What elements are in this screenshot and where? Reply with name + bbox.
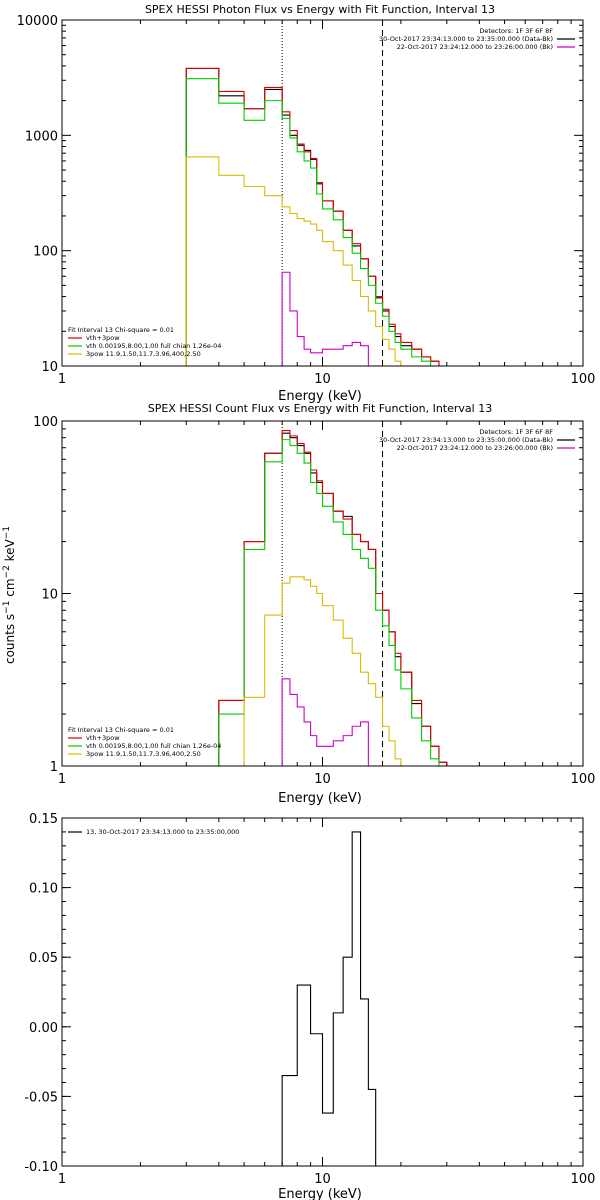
legend-entry: vth+3pow (86, 734, 120, 742)
series-3-histogram (185, 156, 412, 367)
y-tick-label: 0.10 (29, 882, 58, 897)
series-0-histogram (281, 831, 377, 1166)
residuals-plot-frame (61, 817, 584, 1167)
y-tick-label: 10 (41, 588, 58, 603)
y-tick-label: 100 (33, 415, 58, 430)
y-tick-label: -0.05 (24, 1090, 58, 1105)
legend-entry: 22-Oct-2017 23:24:12.000 to 23:26:00.000… (397, 43, 553, 51)
x-tick-label: 100 (571, 772, 596, 787)
residuals-panel: Energy (keV) 1 10 100 -0.10 -0.05 0.00 0.05 0.1… (24, 812, 595, 1200)
x-tick-label: 10 (314, 372, 331, 387)
legend-entry: 30-Oct-2017 23:34:13.000 to 23:35:00.000… (379, 35, 553, 43)
series-2-histogram (185, 78, 447, 367)
legend-entry: vth+3pow (86, 334, 120, 342)
count-flux-ylabel: counts s−1 cm−2 keV−1 (2, 526, 17, 664)
photon-flux-plot-frame (61, 19, 584, 367)
x-tick-label: 100 (571, 372, 596, 387)
legend-entry: 13, 30-Oct-2017 23:34:13.000 to 23:35:00… (86, 828, 239, 836)
series-0-histogram (218, 432, 455, 767)
photon-flux-title: SPEX HESSI Photon Flux vs Energy with Fi… (145, 3, 495, 16)
series-3-histogram (218, 576, 402, 767)
residuals-axis-ticks: 1 10 100 -0.10 -0.05 0.00 0.05 0.10 0.15 (24, 812, 595, 1187)
count-flux-series (218, 421, 455, 767)
legend-entry: vth 0.00195,8.00,1.00 full chian 1.26e-0… (86, 342, 221, 350)
legend-entry: vth 0.00195,8.00,1.00 full chian 1.26e-0… (86, 742, 221, 750)
residuals-series (281, 831, 377, 1166)
y-tick-label: 100 (33, 245, 58, 260)
residuals-xlabel: Energy (keV) (278, 1187, 362, 1200)
series-0-histogram (185, 67, 447, 367)
legend-entry: 3pow 11.9,1.50,11.7,3.96,400,2.50 (86, 750, 201, 758)
photon-flux-panel: SPEX HESSI Photon Flux vs Energy with Fi… (17, 3, 596, 404)
series-4-histogram (281, 678, 369, 766)
count-flux-plot-frame (61, 420, 584, 767)
y-tick-label: 10000 (17, 14, 58, 29)
legend-entry: 30-Oct-2017 23:34:13.000 to 23:35:00.000… (379, 436, 553, 444)
x-tick-label: 10 (314, 772, 331, 787)
y-tick-label: 0.00 (29, 1021, 58, 1036)
residuals-legend: 13, 30-Oct-2017 23:34:13.000 to 23:35:00… (68, 828, 239, 836)
photon-flux-series (185, 20, 447, 367)
legend-entry: Fit Interval 13 Chi-square = 0.01 (68, 726, 174, 734)
x-tick-label: 100 (571, 1172, 596, 1187)
y-tick-label: 0.05 (29, 951, 58, 966)
series-1-histogram (218, 430, 455, 767)
series-1-histogram (185, 67, 447, 367)
y-tick-label: 1 (50, 760, 58, 775)
series-2-histogram (218, 439, 447, 767)
legend-entry: 22-Oct-2017 23:24:12.000 to 23:26:00.000… (397, 444, 553, 452)
legend-entry: Detectors: 1F 3F 6F 8F (479, 428, 553, 436)
legend-entry: 3pow 11.9,1.50,11.7,3.96,400,2.50 (86, 350, 201, 358)
count-flux-panel: SPEX HESSI Count Flux vs Energy with Fit… (2, 402, 595, 806)
count-flux-title: SPEX HESSI Count Flux vs Energy with Fit… (148, 402, 492, 415)
y-tick-label: -0.10 (24, 1160, 58, 1175)
y-tick-label: 0.15 (29, 812, 58, 827)
count-flux-xlabel: Energy (keV) (278, 791, 362, 806)
photon-flux-xlabel: Energy (keV) (278, 389, 362, 404)
legend-entry: Detectors: 1F 3F 6F 8F (479, 27, 553, 35)
y-tick-label: 10 (41, 360, 58, 375)
legend-entry: Fit Interval 13 Chi-square = 0.01 (68, 326, 174, 334)
x-tick-label: 1 (58, 372, 66, 387)
y-tick-label: 1000 (25, 129, 58, 144)
x-tick-label: 10 (314, 1172, 331, 1187)
series-4-histogram (281, 271, 369, 366)
x-tick-label: 1 (58, 1172, 66, 1187)
x-tick-label: 1 (58, 772, 66, 787)
